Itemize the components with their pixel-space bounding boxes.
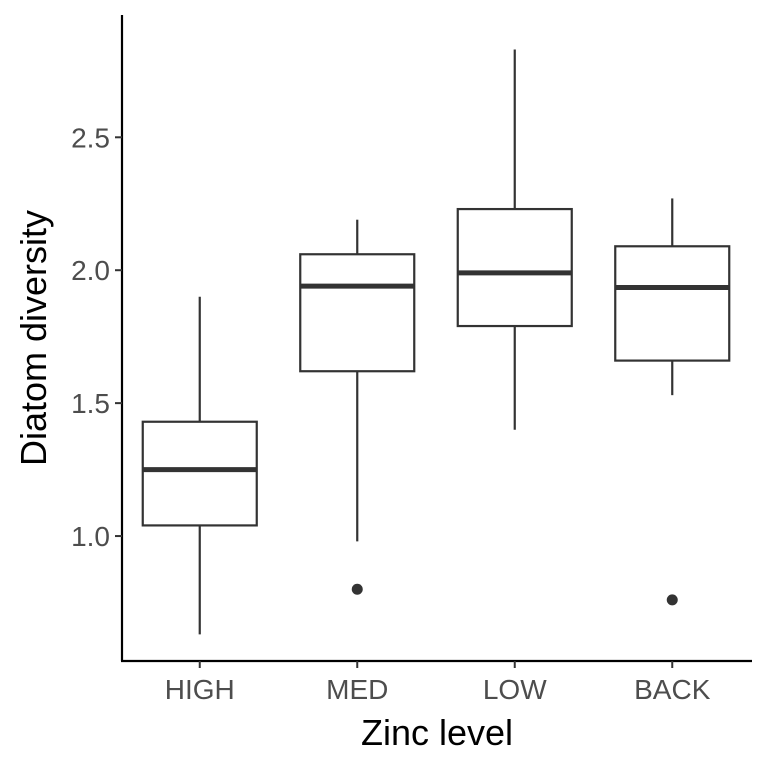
y-axis-ticks: 1.0 1.5 2.0 2.5 (71, 122, 122, 552)
outlier-point (666, 594, 678, 606)
x-axis-title: Zinc level (361, 712, 513, 753)
y-tick-label: 2.5 (71, 122, 110, 153)
x-tick-label: HIGH (165, 674, 235, 705)
iqr-box (614, 245, 731, 362)
y-tick-label: 2.0 (71, 255, 110, 286)
y-tick-label: 1.0 (71, 521, 110, 552)
x-tick-label: MED (326, 674, 388, 705)
x-tick-label: LOW (483, 674, 547, 705)
iqr-box (456, 207, 573, 328)
box-low (456, 49, 573, 430)
x-tick-label: BACK (634, 674, 711, 705)
iqr-box (299, 253, 416, 373)
outlier-point (351, 583, 363, 595)
box-med (299, 219, 416, 595)
x-axis-ticks: HIGH MED LOW BACK (165, 661, 711, 705)
y-tick-label: 1.5 (71, 388, 110, 419)
iqr-box (141, 420, 258, 527)
box-back (614, 198, 731, 606)
plot-area (141, 49, 731, 635)
y-axis-title: Diatom diversity (13, 210, 54, 466)
box-high (141, 296, 258, 635)
